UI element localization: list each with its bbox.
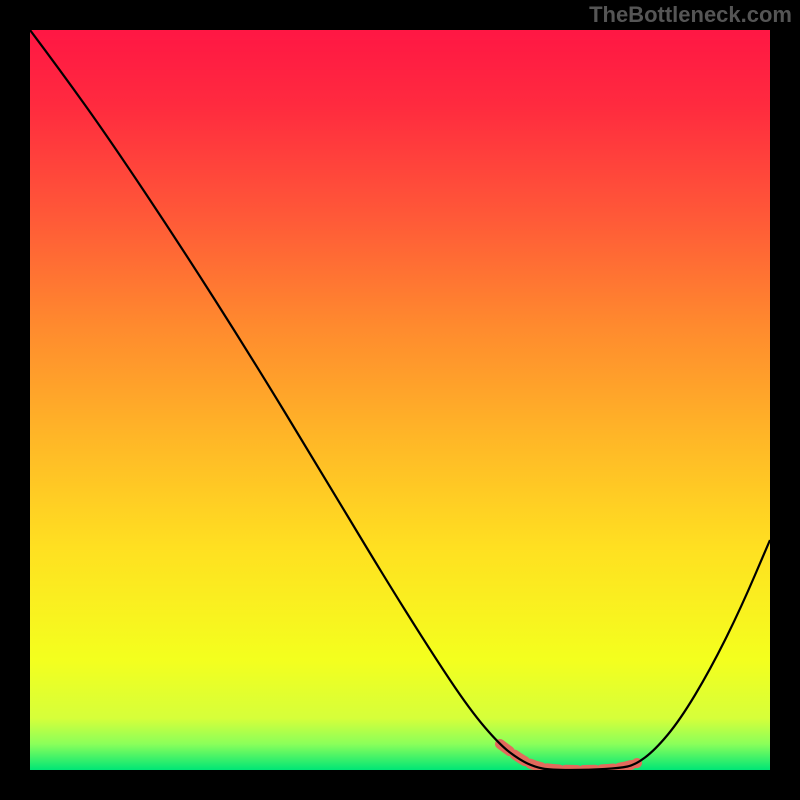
plot-area <box>30 30 770 770</box>
bottleneck-curve-svg <box>30 30 770 770</box>
curve-minimum-highlight <box>500 744 637 770</box>
bottleneck-curve <box>30 30 770 770</box>
watermark-text: TheBottleneck.com <box>589 2 792 28</box>
